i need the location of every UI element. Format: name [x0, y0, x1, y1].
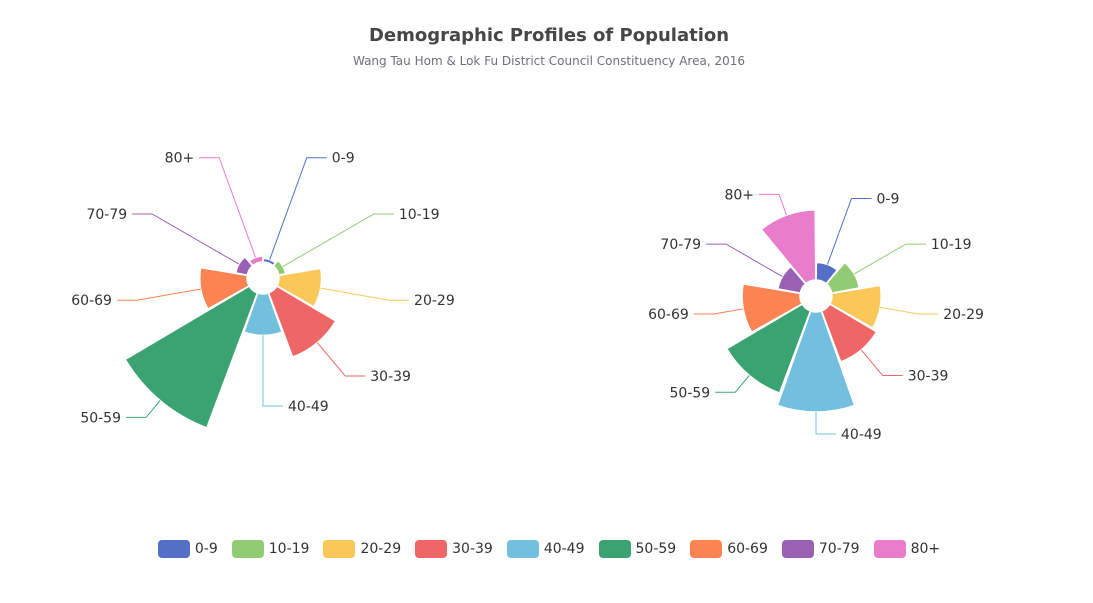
- legend-label: 20-29: [360, 541, 402, 557]
- legend-item-70-79[interactable]: 70-79: [781, 540, 860, 558]
- label-line-60-69: [693, 308, 744, 315]
- sector-label-0-9: 0-9: [332, 151, 355, 167]
- sector-label-30-39: 30-39: [370, 369, 411, 385]
- label-line-70-79: [132, 213, 240, 265]
- label-line-20-29: [320, 287, 410, 301]
- rose-sector-60-69[interactable]: [199, 266, 250, 310]
- legend-item-50-59[interactable]: 50-59: [598, 540, 677, 558]
- sector-label-10-19: 10-19: [931, 237, 972, 253]
- label-line-60-69: [116, 288, 201, 301]
- sector-label-60-69: 60-69: [71, 293, 112, 309]
- sector-label-80+: 80+: [165, 151, 195, 167]
- legend-swatch: [323, 540, 356, 558]
- label-line-10-19: [282, 213, 394, 267]
- rose-sector-50-59[interactable]: [725, 303, 812, 394]
- label-line-0-9: [269, 157, 327, 260]
- chart-title: Demographic Profiles of Population: [368, 25, 730, 46]
- rose-sector-70-79[interactable]: [234, 256, 254, 276]
- sector-label-60-69: 60-69: [648, 307, 689, 323]
- label-line-70-79: [706, 243, 783, 278]
- label-line-20-29: [880, 306, 939, 315]
- legend-swatch: [781, 540, 814, 558]
- legend-swatch: [231, 540, 264, 558]
- legend-swatch: [415, 540, 448, 558]
- rose-charts-plot: 0-9 10-19 20-29 30-39 40-49 50-59 60-69 70-79 80…: [71, 151, 984, 443]
- legend-label: 0-9: [194, 541, 218, 557]
- rose-sector-20-29[interactable]: [829, 284, 882, 329]
- label-line-30-39: [316, 342, 366, 377]
- sector-label-30-39: 30-39: [908, 369, 949, 385]
- legend: 0-9 10-19 20-29 30-39 40-49 50-59 60-69 70-79 80…: [0, 540, 1093, 558]
- rose-sector-10-19[interactable]: [272, 259, 287, 276]
- legend-label: 40-49: [543, 541, 585, 557]
- legend-swatch: [157, 540, 190, 558]
- legend-item-60-69[interactable]: 60-69: [690, 540, 768, 558]
- legend-label: 10-19: [268, 541, 310, 557]
- rose-sector-50-59[interactable]: [124, 285, 259, 429]
- legend-label: 60-69: [727, 541, 768, 557]
- legend-label: 30-39: [452, 541, 493, 557]
- label-line-40-49: [262, 335, 283, 407]
- legend-item-80+[interactable]: 80+: [873, 540, 941, 558]
- rose-sector-10-19[interactable]: [825, 261, 861, 294]
- rose-chart-2: 0-9 10-19 20-29 30-39 40-49 50-59 60-69 70-79 80…: [648, 187, 984, 443]
- sector-label-50-59: 50-59: [670, 385, 711, 401]
- legend-item-10-19[interactable]: 10-19: [231, 540, 310, 558]
- label-line-10-19: [853, 243, 926, 275]
- sector-label-20-29: 20-29: [414, 293, 455, 309]
- label-line-50-59: [126, 400, 161, 418]
- rose-sector-80+[interactable]: [760, 209, 817, 285]
- legend-label: 80+: [910, 541, 941, 557]
- sector-label-70-79: 70-79: [86, 207, 127, 223]
- label-line-80+: [759, 193, 787, 216]
- legend-label: 70-79: [818, 541, 860, 557]
- sector-label-40-49: 40-49: [841, 427, 882, 443]
- rose-sector-70-79[interactable]: [777, 265, 807, 294]
- rose-chart-1: 0-9 10-19 20-29 30-39 40-49 50-59 60-69 70-79 80…: [71, 151, 455, 429]
- rose-sector-60-69[interactable]: [741, 283, 803, 334]
- sector-label-40-49: 40-49: [288, 399, 329, 415]
- label-line-50-59: [715, 375, 750, 393]
- label-line-40-49: [815, 412, 836, 435]
- legend-swatch: [598, 540, 631, 558]
- label-line-80+: [199, 157, 256, 258]
- rose-sector-40-49[interactable]: [776, 310, 856, 413]
- legend-swatch: [690, 540, 723, 558]
- rose-sector-20-29[interactable]: [276, 267, 323, 308]
- legend-label: 50-59: [635, 541, 677, 557]
- sector-label-0-9: 0-9: [877, 191, 900, 207]
- label-line-0-9: [827, 197, 872, 265]
- legend-item-40-49[interactable]: 40-49: [506, 540, 585, 558]
- sector-label-10-19: 10-19: [399, 207, 440, 223]
- sector-label-70-79: 70-79: [660, 237, 701, 253]
- rose-sector-30-39[interactable]: [820, 303, 878, 363]
- legend-item-20-29[interactable]: 20-29: [323, 540, 401, 558]
- rose-sector-30-39[interactable]: [267, 285, 337, 358]
- rose-sector-40-49[interactable]: [243, 292, 283, 336]
- sector-label-50-59: 50-59: [80, 410, 121, 426]
- rose-sector-80+[interactable]: [248, 255, 264, 267]
- chart-subtitle: Wang Tau Hom & Lok Fu District Council C…: [352, 54, 746, 68]
- legend-swatch: [506, 540, 539, 558]
- sector-label-20-29: 20-29: [943, 307, 984, 323]
- legend-swatch: [873, 540, 906, 558]
- legend-item-30-39[interactable]: 30-39: [415, 540, 493, 558]
- sector-label-80+: 80+: [724, 187, 754, 203]
- label-line-30-39: [860, 349, 903, 377]
- legend-item-0-9[interactable]: 0-9: [157, 540, 218, 558]
